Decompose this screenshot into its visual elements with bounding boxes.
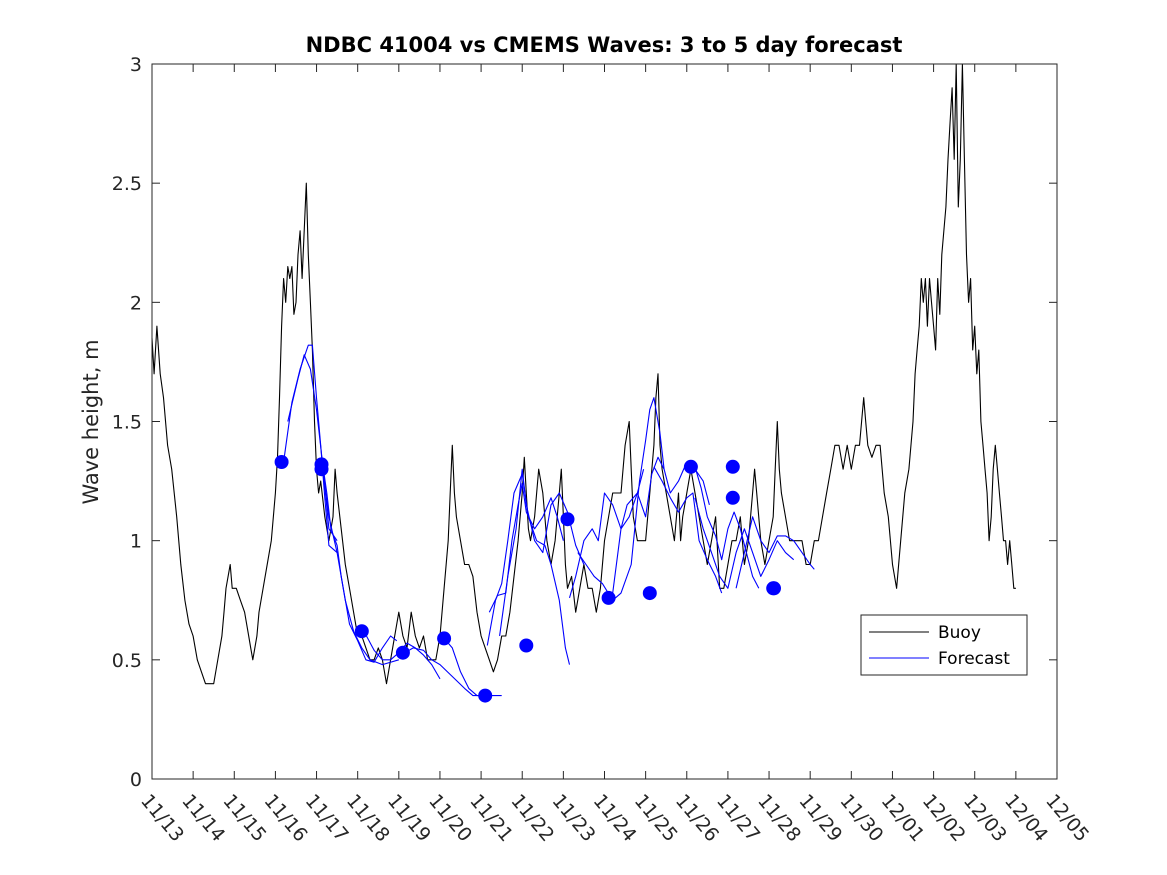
forecast-line <box>577 397 665 601</box>
forecast-marker <box>767 581 781 596</box>
forecast-line <box>404 647 486 697</box>
forecast-line <box>653 466 723 594</box>
forecast-line <box>694 466 760 589</box>
y-tick-label: 3 <box>130 54 142 76</box>
y-tick-label: 1 <box>130 531 142 553</box>
forecast-line <box>322 469 399 666</box>
buoy-series <box>151 63 1016 685</box>
forecast-line <box>287 354 338 542</box>
forecast-marker <box>725 459 740 474</box>
legend-box <box>860 614 1028 676</box>
forecast-marker <box>642 586 657 601</box>
forecast-markers <box>274 455 781 703</box>
y-tick-label: 2 <box>130 292 142 314</box>
chart-title: NDBC 41004 vs CMEMS Waves: 3 to 5 day fo… <box>306 33 903 57</box>
forecast-marker <box>601 590 616 605</box>
forecast-marker <box>478 688 493 703</box>
forecast-line <box>735 516 815 589</box>
legend-forecast-label: Forecast <box>938 649 1010 669</box>
forecast-marker <box>683 459 698 474</box>
legend-buoy-label: Buoy <box>938 623 981 643</box>
forecast-line <box>568 469 645 599</box>
forecast-marker <box>560 512 575 527</box>
forecast-marker <box>725 490 740 505</box>
buoy-line <box>151 63 1016 685</box>
legend: Buoy Forecast <box>860 614 1028 676</box>
forecast-marker <box>314 462 329 477</box>
forecast-line <box>488 482 564 613</box>
forecast-marker <box>274 455 289 469</box>
forecast-marker <box>354 624 369 639</box>
y-tick-label: 2.5 <box>112 173 142 195</box>
y-tick-label: 0.5 <box>112 650 142 672</box>
forecast-marker <box>519 638 534 653</box>
y-tick-label: 0 <box>130 769 142 791</box>
forecast-line <box>694 497 795 589</box>
y-tick-label: 1.5 <box>112 412 142 434</box>
forecast-marker <box>437 631 452 646</box>
forecast-marker <box>395 645 410 660</box>
y-axis-label: Wave height, m <box>79 339 103 504</box>
y-axis: 0 0.5 1 1.5 2 2.5 3 <box>112 54 1057 791</box>
